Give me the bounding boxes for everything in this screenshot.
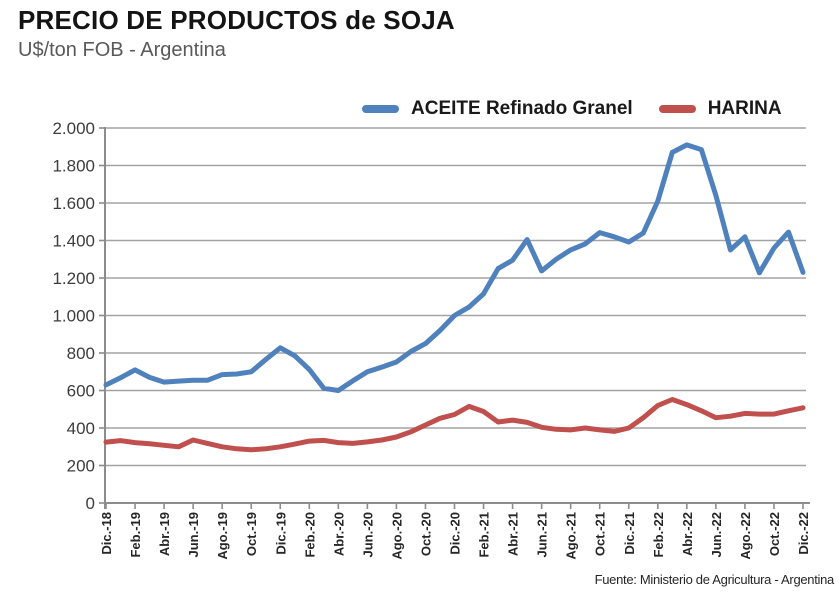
x-tick-label: Abr.-22	[680, 512, 695, 556]
y-tick-label: 1.800	[52, 157, 95, 176]
x-tick-label: Feb.-21	[477, 512, 492, 558]
x-tick-label: Oct.-20	[419, 512, 434, 556]
x-tick-label: Jun.-22	[709, 512, 724, 558]
x-tick-label: Ago.-21	[564, 512, 579, 560]
x-tick-label: Feb.-20	[302, 512, 317, 558]
source-note: Fuente: Ministerio de Agricultura - Arge…	[594, 572, 835, 587]
x-tick-label: Oct.-19	[244, 512, 259, 556]
legend-item-aceite: ACEITE Refinado Granel	[362, 98, 633, 120]
aceite-line	[103, 142, 806, 393]
y-tick-label: 800	[67, 344, 95, 363]
x-tick-label: Abr.-20	[331, 512, 346, 556]
page-subtitle: U$/ton FOB - Argentina	[18, 39, 226, 61]
x-tick-label: Dic.-19	[273, 512, 288, 555]
aceite-line-swatch	[362, 105, 399, 113]
x-tick-label: Jun.-21	[535, 512, 550, 558]
x-tick-label: Ago.-20	[389, 512, 404, 560]
y-tick-label: 0	[86, 494, 95, 513]
x-tick-label: Abr.-21	[506, 512, 521, 556]
y-tick-label: 600	[67, 382, 95, 401]
y-tick-label: 1.200	[52, 269, 95, 288]
harina-line-swatch	[658, 105, 696, 113]
legend-label-aceite: ACEITE Refinado Granel	[411, 98, 633, 119]
x-tick-label: Dic.-20	[448, 512, 463, 555]
y-tick-label: 200	[67, 457, 95, 476]
x-tick-label: Abr.-19	[157, 512, 172, 556]
y-tick-label: 1.600	[52, 194, 95, 213]
chart-legend: ACEITE Refinado Granel HARINA	[362, 98, 782, 120]
y-tick-label: 2.000	[52, 119, 95, 138]
x-tick-label: Dic.-22	[796, 512, 811, 555]
legend-label-harina: HARINA	[707, 98, 782, 119]
x-tick-label: Ago.-22	[738, 512, 753, 560]
x-tick-label: Oct.-21	[593, 512, 608, 556]
x-tick-label: Jun.-20	[360, 512, 375, 558]
x-tick-label: Dic.-21	[622, 512, 637, 555]
legend-item-harina: HARINA	[658, 98, 782, 120]
x-tick-label: Feb.-22	[651, 512, 666, 558]
page-title: PRECIO DE PRODUCTOS de SOJA	[18, 5, 455, 35]
x-tick-label: Jun.-19	[186, 512, 201, 558]
x-tick-label: Ago.-19	[215, 512, 230, 560]
x-tick-label: Feb.-19	[128, 512, 143, 558]
harina-line	[103, 397, 806, 453]
y-tick-label: 400	[67, 419, 95, 438]
x-tick-label: Oct.-22	[767, 512, 782, 556]
y-tick-label: 1.000	[52, 307, 95, 326]
chart-header: PRECIO DE PRODUCTOS de SOJA U$/ton FOB -…	[18, 5, 455, 62]
x-tick-label: Dic.-18	[99, 512, 114, 555]
y-tick-label: 1.400	[52, 232, 95, 251]
